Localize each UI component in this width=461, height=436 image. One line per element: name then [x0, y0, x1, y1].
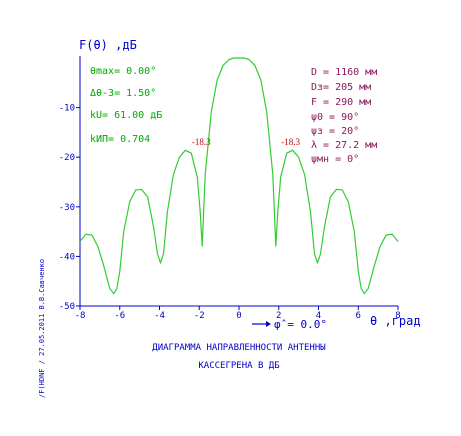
- axis-ticks: -8 -6 -4 -2 0 2 4 6 8-10-20-30-40-50: [59, 104, 401, 321]
- param-beamwidth: Δθ-3= 1.50°: [90, 88, 156, 99]
- param-lambda: λ = 27.2 мм: [311, 140, 377, 151]
- y-axis-title: F(θ) ,дБ: [79, 38, 137, 52]
- x-tick-label: -6: [114, 311, 125, 321]
- x-tick-label: -2: [194, 311, 205, 321]
- y-tick-label: -20: [59, 153, 75, 163]
- x-note: φ̂ = 0.0°: [252, 318, 327, 331]
- caption-line-2: КАССЕГРЕНА В ДБ: [198, 361, 279, 371]
- param-diameter: D = 1160 мм: [311, 67, 377, 78]
- param-efficiency: kИП= 0.704: [90, 134, 150, 145]
- param-gain: kU= 61.00 дБ: [90, 110, 162, 121]
- x-tick-label: 8: [395, 311, 400, 321]
- x-tick-label: 6: [356, 311, 361, 321]
- param-psi-mn: ψмн = 0°: [311, 154, 359, 165]
- x-tick-label: -4: [154, 311, 165, 321]
- param-psi0: ψ0 = 90°: [311, 112, 359, 123]
- param-focal: F = 290 мм: [311, 97, 371, 108]
- param-subreflector: Dз= 205 мм: [311, 82, 371, 93]
- side-lobe-label: -18.3: [281, 137, 300, 147]
- x-tick-label: 0: [236, 311, 241, 321]
- x-tick-label: 2: [276, 311, 281, 321]
- side-signature: /F(HDNF / 27.05.2011 В.В.Савченко: [38, 259, 46, 398]
- side-lobe-labels: -18.3 -18.3: [192, 137, 301, 147]
- y-tick-label: -10: [59, 104, 75, 114]
- x-tick-label: 4: [316, 311, 321, 321]
- x-note-text: φ̂ = 0.0°: [274, 318, 327, 331]
- pattern-curve: [79, 57, 399, 295]
- caption-line-1: ДИАГРАММА НАПРАВЛЕННОСТИ АНТЕННЫ: [152, 343, 325, 353]
- y-tick-label: -30: [59, 203, 75, 213]
- param-theta-max: θmax= 0.00°: [90, 66, 156, 77]
- param-psi-z: ψз = 20°: [311, 126, 359, 137]
- x-axis-title: θ ,град: [370, 314, 421, 328]
- y-tick-label: -40: [59, 252, 75, 262]
- x-tick-label: -8: [75, 311, 86, 321]
- y-tick-label: -50: [59, 302, 75, 312]
- side-lobe-label: -18.3: [192, 137, 211, 147]
